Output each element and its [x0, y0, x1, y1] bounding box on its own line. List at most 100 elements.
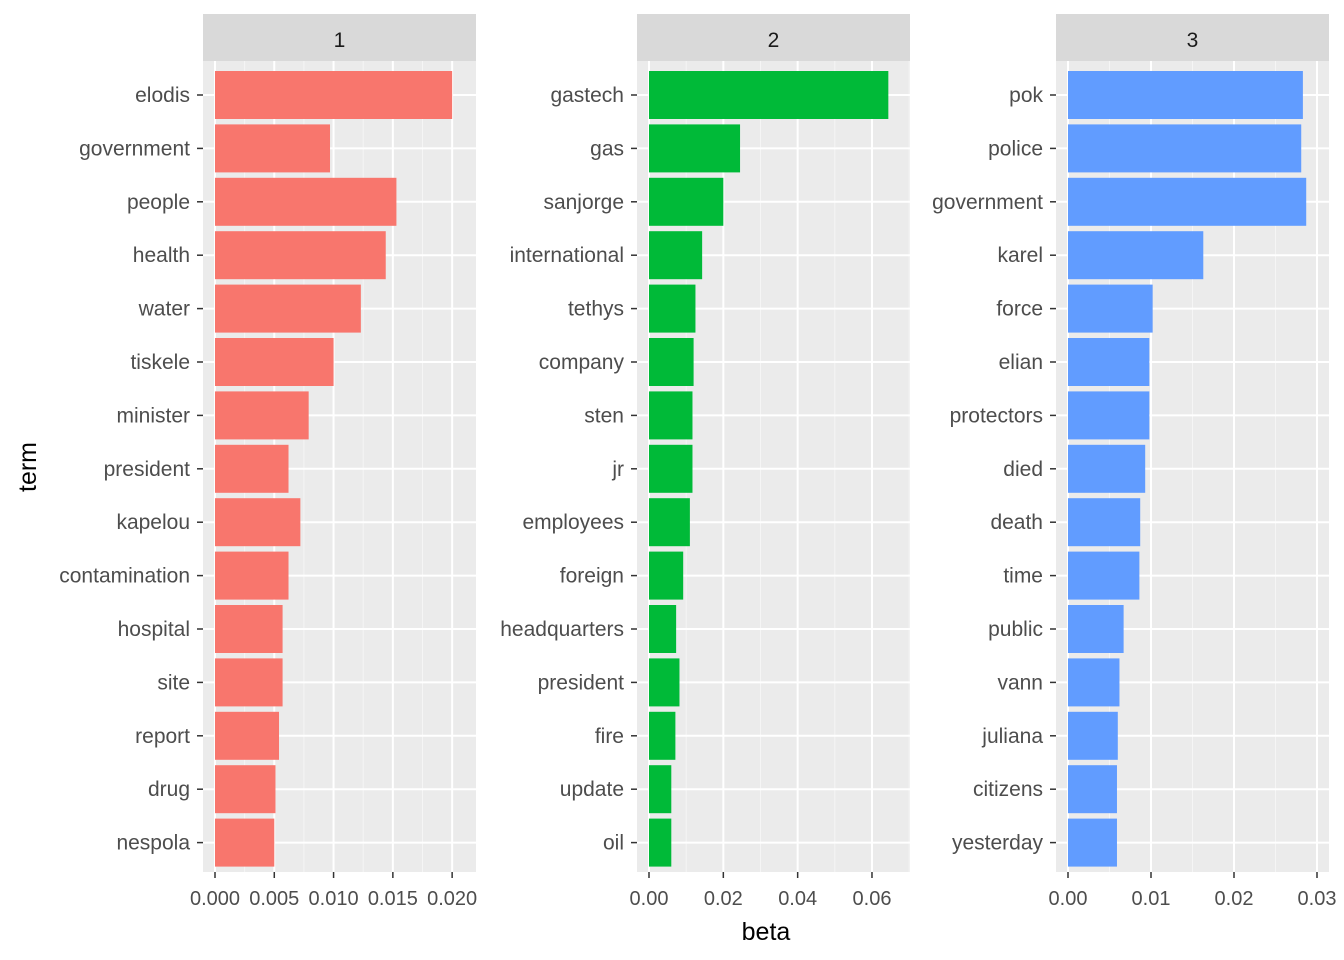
bar-report: [215, 711, 280, 760]
bar-oil: [649, 818, 672, 867]
y-tick-label: citizens: [973, 778, 1043, 801]
y-tick-label: juliana: [981, 725, 1043, 748]
x-tick-label: 0.06: [853, 888, 892, 910]
y-tick-label: president: [104, 458, 191, 481]
y-tick-label: oil: [603, 832, 624, 855]
bar-minister: [215, 391, 309, 440]
y-tick-label: people: [127, 191, 190, 214]
y-tick-label: health: [133, 244, 190, 267]
y-tick-label: site: [157, 671, 190, 694]
y-tick-label: gastech: [550, 84, 624, 107]
bar-gastech: [649, 71, 889, 119]
bar-gas: [649, 124, 741, 173]
bar-elodis: [215, 71, 453, 119]
x-tick-label: 0.04: [778, 888, 817, 910]
bar-yesterday: [1068, 818, 1117, 867]
bar-jr: [649, 444, 693, 493]
y-tick-label: foreign: [560, 565, 624, 588]
bar-sanjorge: [649, 177, 724, 226]
bar-employees: [649, 498, 690, 547]
x-tick-label: 0.015: [368, 888, 418, 910]
bar-karel: [1068, 231, 1204, 280]
bar-hospital: [215, 605, 283, 653]
bar-force: [1068, 284, 1153, 333]
y-tick-label: elian: [999, 351, 1043, 374]
x-tick-label: 0.00: [1049, 888, 1088, 910]
x-tick-label: 0.020: [427, 888, 477, 910]
y-tick-label: vann: [997, 671, 1043, 694]
facet-panel-2: 2 0.00 0.02 0.04 0.06 gastech gas sanjorge inter…: [500, 14, 910, 910]
x-tick-label: 0.03: [1298, 888, 1337, 910]
y-axis-title: term: [14, 442, 42, 492]
y-tick-label: contamination: [59, 565, 190, 588]
bar-international: [649, 231, 703, 280]
y-tick-label: death: [990, 511, 1043, 534]
bar-public: [1068, 605, 1124, 653]
bar-time: [1068, 551, 1140, 600]
y-tick-label: minister: [116, 404, 190, 427]
y-tick-label: time: [1003, 565, 1043, 588]
bar-health: [215, 231, 386, 280]
y-tick-label: water: [138, 298, 190, 321]
y-tick-label: tethys: [568, 298, 624, 321]
y-tick-label: police: [988, 137, 1043, 160]
facet-panel-3: 3 0.00 0.01 0.02 0.03 pok police government kare…: [932, 14, 1336, 910]
y-tick-label: update: [560, 778, 624, 801]
y-tick-label: nespola: [116, 832, 190, 855]
x-tick-label: 0.010: [309, 888, 359, 910]
bar-headquarters: [649, 605, 677, 653]
bar-elian: [1068, 338, 1150, 386]
y-tick-label: president: [538, 671, 625, 694]
y-tick-label: sten: [584, 404, 624, 427]
facet-strip-label: 1: [334, 29, 346, 52]
bar-juliana: [1068, 711, 1118, 760]
x-tick-label: 0.005: [249, 888, 299, 910]
bar-sten: [649, 391, 693, 440]
bar-pok: [1068, 71, 1303, 119]
bar-death: [1068, 498, 1141, 547]
y-tick-label: drug: [148, 778, 190, 801]
bar-foreign: [649, 551, 684, 600]
y-tick-label: headquarters: [500, 618, 624, 641]
y-tick-label: report: [135, 725, 190, 748]
y-tick-label: gas: [590, 137, 624, 160]
y-tick-label: company: [539, 351, 625, 374]
y-tick-label: yesterday: [952, 832, 1044, 855]
x-tick-label: 0.02: [1215, 888, 1254, 910]
y-tick-label: force: [996, 298, 1043, 321]
bar-vann: [1068, 658, 1120, 707]
y-tick-label: fire: [595, 725, 624, 748]
y-tick-label: jr: [611, 458, 624, 481]
facet-strip: [1056, 14, 1329, 61]
bar-government: [1068, 177, 1307, 226]
x-tick-label: 0.000: [190, 888, 240, 910]
bar-tethys: [649, 284, 696, 333]
y-tick-label: employees: [522, 511, 624, 534]
bar-tiskele: [215, 338, 334, 386]
x-tick-label: 0.01: [1132, 888, 1171, 910]
bar-fire: [649, 711, 676, 760]
bar-president: [649, 658, 680, 707]
y-tick-label: died: [1003, 458, 1043, 481]
facet-strip: [637, 14, 910, 61]
y-tick-label: pok: [1009, 84, 1043, 107]
y-tick-label: sanjorge: [543, 191, 624, 214]
y-tick-label: public: [988, 618, 1043, 641]
y-tick-label: kapelou: [116, 511, 190, 534]
y-tick-label: government: [79, 137, 190, 160]
bar-president: [215, 444, 289, 493]
bar-protectors: [1068, 391, 1150, 440]
bar-nespola: [215, 818, 275, 867]
bar-water: [215, 284, 361, 333]
y-tick-label: government: [932, 191, 1043, 214]
bar-contamination: [215, 551, 289, 600]
bar-government: [215, 124, 331, 173]
y-tick-label: tiskele: [130, 351, 190, 374]
bar-citizens: [1068, 765, 1117, 814]
x-tick-label: 0.00: [630, 888, 669, 910]
facet-strip-label: 3: [1187, 29, 1199, 52]
bar-update: [649, 765, 672, 814]
y-tick-label: protectors: [950, 404, 1043, 427]
bar-people: [215, 177, 397, 226]
